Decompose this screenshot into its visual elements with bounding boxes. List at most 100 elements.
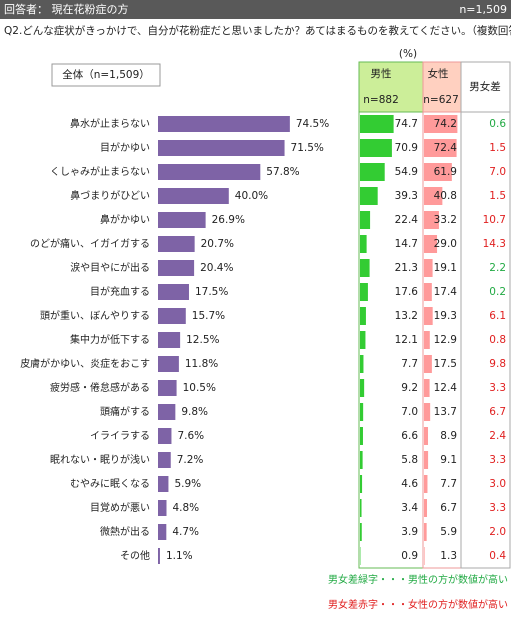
male-value: 3.9 (401, 526, 418, 538)
female-value: 8.9 (440, 430, 457, 442)
female-value: 17.4 (434, 286, 458, 298)
diff-value: 14.3 (483, 238, 506, 250)
diff-value: 2.0 (489, 526, 506, 538)
header-n: n=1,509 (459, 3, 507, 16)
male-value: 9.2 (401, 382, 418, 394)
diff-value: 1.5 (489, 190, 506, 202)
female-n: n=627 (423, 94, 459, 106)
female-bar (424, 499, 428, 517)
category-label: 目がかゆい (100, 141, 150, 154)
male-bar (360, 451, 363, 469)
female-bar (424, 475, 428, 493)
male-value: 5.8 (401, 454, 418, 466)
bar (158, 380, 177, 396)
footnote: 男女差緑字・・・男性の方が数値が高い (328, 573, 508, 586)
category-label: 目覚めが悪い (90, 501, 150, 514)
header-title: 回答者： 現在花粉症の方 (4, 2, 129, 16)
female-value: 29.0 (434, 238, 457, 250)
bar (158, 548, 160, 564)
bar (158, 188, 229, 204)
male-bar (360, 211, 371, 229)
value-label: 4.7% (172, 526, 199, 538)
male-bar (360, 283, 368, 301)
male-value: 3.4 (401, 502, 418, 514)
category-label: 涙や目やにが出る (70, 261, 150, 274)
male-bar (360, 259, 370, 277)
female-bar (424, 379, 430, 397)
category-label: 鼻がかゆい (100, 213, 150, 226)
category-label: くしゃみが止まらない (50, 165, 150, 178)
female-value: 33.2 (434, 214, 457, 226)
female-bar (424, 139, 457, 157)
female-value: 1.3 (440, 550, 457, 562)
female-bar (424, 211, 439, 229)
value-label: 12.5% (186, 334, 219, 346)
male-n: n=882 (363, 94, 399, 106)
female-bar (424, 451, 429, 469)
male-name: 男性 (371, 67, 392, 80)
diff-column (460, 111, 511, 569)
category-label: 集中力が低下する (70, 333, 150, 346)
value-label: 40.0% (235, 190, 268, 202)
male-bar (360, 115, 394, 133)
female-value: 13.7 (434, 406, 457, 418)
category-label: 目が充血する (90, 285, 150, 298)
diff-value: 3.3 (489, 382, 506, 394)
male-value: 39.3 (395, 190, 418, 202)
male-bar (360, 427, 363, 445)
value-label: 5.9% (174, 478, 201, 490)
female-bar (424, 187, 443, 205)
value-label: 10.5% (183, 382, 216, 394)
diff-value: 3.0 (489, 478, 506, 490)
female-value: 61.9 (434, 166, 457, 178)
diff-value: 6.7 (489, 406, 506, 418)
bar (158, 332, 181, 348)
question: Q2.どんな症状がきっかけで、自分が花粉症だと思いましたか？あてはまるものを教え… (4, 24, 511, 37)
bar (158, 452, 171, 468)
category-label: むやみに眠くなる (70, 478, 150, 490)
female-value: 17.5 (434, 358, 457, 370)
male-value: 74.7 (395, 118, 418, 130)
female-value: 12.9 (434, 334, 457, 346)
diff-value: 1.5 (489, 142, 506, 154)
diff-value: 0.2 (489, 286, 506, 298)
bar (158, 164, 261, 180)
category-label: 鼻水が止まらない (70, 117, 150, 130)
male-value: 7.0 (401, 406, 418, 418)
female-bar (424, 163, 452, 181)
male-bar (360, 355, 364, 373)
male-value: 0.9 (401, 550, 418, 562)
female-name: 女性 (428, 67, 449, 80)
female-value: 6.7 (440, 502, 457, 514)
male-value: 21.3 (395, 262, 418, 274)
female-value: 12.4 (434, 382, 458, 394)
category-label: 眠れない・眠りが浅い (50, 453, 150, 466)
female-value: 19.1 (434, 262, 457, 274)
category-label: 頭痛がする (100, 405, 150, 418)
female-bar (424, 427, 429, 445)
value-label: 4.8% (172, 502, 199, 514)
male-header (358, 61, 424, 113)
male-bar (360, 523, 362, 541)
female-bar (424, 307, 433, 325)
category-label: 疲労感・倦怠感がある (50, 381, 150, 394)
female-value: 19.3 (434, 310, 457, 322)
bar (158, 356, 179, 372)
value-label: 1.1% (166, 550, 193, 562)
category-label: 皮膚がかゆい、炎症をおこす (20, 357, 150, 370)
value-label: 7.2% (177, 454, 204, 466)
male-bar (360, 163, 385, 181)
bar (158, 284, 189, 300)
bar (158, 116, 290, 132)
male-bar (360, 499, 362, 517)
bar (158, 404, 176, 420)
male-value: 7.7 (401, 358, 418, 370)
male-bar (360, 139, 392, 157)
male-value: 4.6 (401, 478, 418, 490)
female-bar (424, 547, 425, 565)
male-value: 14.7 (395, 238, 418, 250)
footnote: 男女差赤字・・・女性の方が数値が高い (328, 598, 508, 611)
female-bar (424, 403, 431, 421)
diff-value: 6.1 (489, 310, 506, 322)
legend-label: 全体（n=1,509） (62, 68, 150, 81)
